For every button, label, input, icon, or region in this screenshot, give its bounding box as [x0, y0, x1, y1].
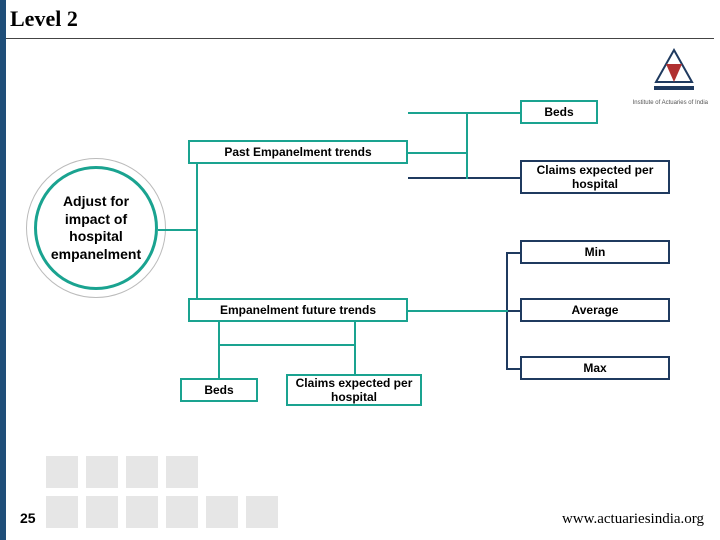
decor-block	[206, 496, 238, 528]
decor-block	[86, 456, 118, 488]
connector	[408, 112, 520, 114]
page-number: 25	[20, 510, 36, 526]
box-past-trends: Past Empanelment trends	[188, 140, 408, 164]
decor-block	[126, 456, 158, 488]
connector	[196, 164, 198, 298]
connector	[218, 322, 220, 378]
connector	[354, 322, 356, 374]
connector	[506, 252, 520, 254]
box-min: Min	[520, 240, 670, 264]
connector	[158, 229, 196, 231]
box-future-trends: Empanelment future trends	[188, 298, 408, 322]
box-claims-top: Claims expected per hospital	[520, 160, 670, 194]
title-underline	[6, 38, 714, 39]
box-max: Max	[520, 356, 670, 380]
connector	[408, 177, 520, 179]
logo-icon	[648, 46, 700, 98]
decor-block	[46, 456, 78, 488]
logo-caption: Institute of Actuaries of India	[633, 100, 708, 106]
box-beds-top: Beds	[520, 100, 598, 124]
connector	[196, 164, 198, 166]
box-claims-bottom: Claims expected per hospital	[286, 374, 422, 406]
page-title: Level 2	[10, 6, 78, 32]
connector	[506, 368, 520, 370]
box-average: Average	[520, 298, 670, 322]
footer-url: www.actuariesindia.org	[562, 511, 704, 528]
connector	[408, 310, 508, 312]
decor-block	[166, 496, 198, 528]
connector	[466, 112, 468, 179]
connector	[506, 310, 520, 312]
left-stripe	[0, 0, 6, 540]
decor-block	[126, 496, 158, 528]
decor-block	[166, 456, 198, 488]
box-beds-bottom: Beds	[180, 378, 258, 402]
connector	[218, 344, 356, 346]
decor-block	[246, 496, 278, 528]
decor-block	[86, 496, 118, 528]
connector	[408, 152, 468, 154]
decor-block	[46, 496, 78, 528]
adjust-circle: Adjust for impact of hospital empanelmen…	[34, 166, 158, 290]
